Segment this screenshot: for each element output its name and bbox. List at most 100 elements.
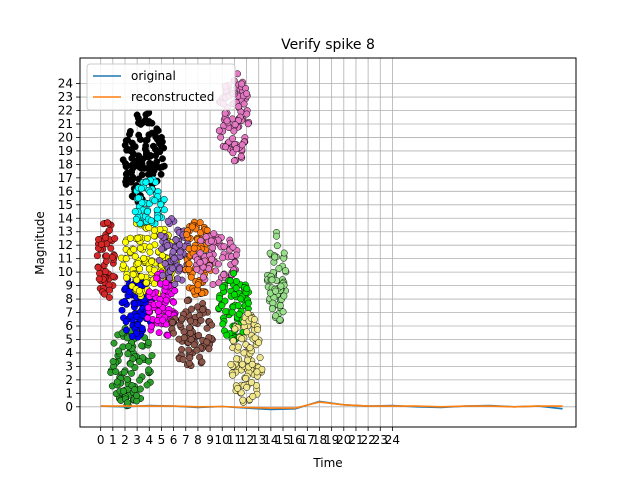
scatter-point [153, 274, 161, 282]
y-tick-label: 2 [65, 373, 73, 387]
scatter-point [185, 346, 193, 354]
scatter-point [215, 279, 223, 287]
scatter-point [176, 248, 184, 256]
scatter-point [242, 374, 250, 382]
scatter-point [231, 325, 239, 333]
scatter-point [160, 206, 168, 214]
scatter-point [97, 240, 105, 248]
scatter-point [155, 300, 163, 308]
scatter-point [144, 208, 151, 215]
scatter-point [145, 288, 153, 296]
scatter-point [124, 145, 132, 153]
scatter-point [138, 342, 146, 350]
scatter-point [128, 168, 136, 176]
y-axis-label: Magnitude [33, 211, 47, 275]
scatter-point [253, 368, 261, 376]
scatter-point [233, 355, 241, 363]
scatter-point [157, 200, 165, 208]
y-tick-label: 22 [58, 104, 73, 118]
scatter-point [171, 287, 179, 295]
scatter-point [134, 259, 142, 267]
scatter-point [253, 382, 260, 389]
scatter-point [133, 392, 141, 400]
scatter-point [269, 299, 277, 307]
scatter-point [231, 291, 238, 299]
y-tick-label: 0 [65, 400, 73, 414]
scatter-point [146, 248, 154, 256]
scatter-point [209, 281, 217, 288]
scatter-point [215, 294, 223, 302]
scatter-point [151, 197, 159, 205]
scatter-point [142, 279, 150, 287]
scatter-point [218, 302, 226, 309]
x-tick-label: 8 [194, 433, 202, 447]
scatter-point [170, 298, 178, 306]
scatter-point [135, 358, 143, 365]
scatter-point [196, 249, 204, 257]
scatter-point [138, 199, 146, 207]
scatter-point [131, 143, 139, 151]
scatter-point [169, 248, 177, 256]
scatter-point [115, 347, 122, 355]
x-tick-label: 24 [385, 433, 400, 447]
scatter-point [146, 119, 153, 127]
scatter-point [209, 244, 217, 252]
scatter-point [277, 282, 285, 290]
y-tick-label: 23 [58, 90, 73, 104]
scatter-point [187, 273, 195, 281]
scatter-point [143, 136, 151, 144]
scatter-point [104, 219, 112, 227]
scatter-point [105, 294, 113, 301]
x-tick-label: 17 [300, 433, 315, 447]
scatter-point [153, 125, 161, 133]
scatter-point [170, 254, 178, 262]
x-tick-label: 1 [109, 433, 117, 447]
scatter-point [194, 281, 202, 289]
scatter-point [145, 224, 153, 232]
scatter-point [221, 109, 229, 117]
scatter-point [128, 154, 136, 162]
scatter-point [229, 135, 237, 143]
scatter-point [106, 286, 113, 294]
scatter-point [157, 170, 165, 178]
scatter-point [244, 356, 252, 364]
scatter-point [163, 242, 171, 250]
scatter-point [240, 100, 248, 108]
scatter-point [235, 310, 243, 318]
scatter-point [244, 299, 252, 307]
scatter-point [130, 246, 138, 253]
y-tick-label: 12 [58, 238, 73, 252]
scatter-point [135, 152, 143, 160]
scatter-point [248, 378, 255, 386]
series-line-reconstructed [100, 401, 563, 409]
y-tick-label: 21 [58, 117, 73, 131]
scatter-point [197, 316, 205, 324]
scatter-point [273, 232, 280, 240]
scatter-point [215, 127, 223, 135]
scatter-point [210, 230, 218, 238]
scatter-point [156, 140, 163, 147]
scatter-point [193, 265, 201, 273]
scatter-point [230, 127, 238, 135]
scatter-point [217, 133, 225, 141]
scatter-point [159, 316, 167, 324]
scatter-point [199, 273, 207, 281]
x-tick-label: 21 [348, 433, 363, 447]
x-tick-label: 18 [312, 433, 327, 447]
scatter-point [133, 276, 141, 284]
x-tick-label: 22 [360, 433, 375, 447]
scatter-point [138, 324, 146, 332]
y-tick-label: 10 [58, 265, 73, 279]
scatter-point [244, 310, 252, 318]
scatter-point [276, 316, 284, 324]
scatter-point [238, 335, 246, 343]
y-tick-label: 3 [65, 359, 73, 373]
scatter-point [183, 231, 191, 239]
scatter-point [146, 159, 154, 167]
scatter-point [142, 178, 150, 186]
y-tick-label: 13 [58, 225, 73, 239]
scatter-point [190, 244, 198, 252]
x-tick-label: 23 [373, 433, 388, 447]
scatter-point [148, 322, 156, 330]
scatter-point [203, 338, 211, 346]
